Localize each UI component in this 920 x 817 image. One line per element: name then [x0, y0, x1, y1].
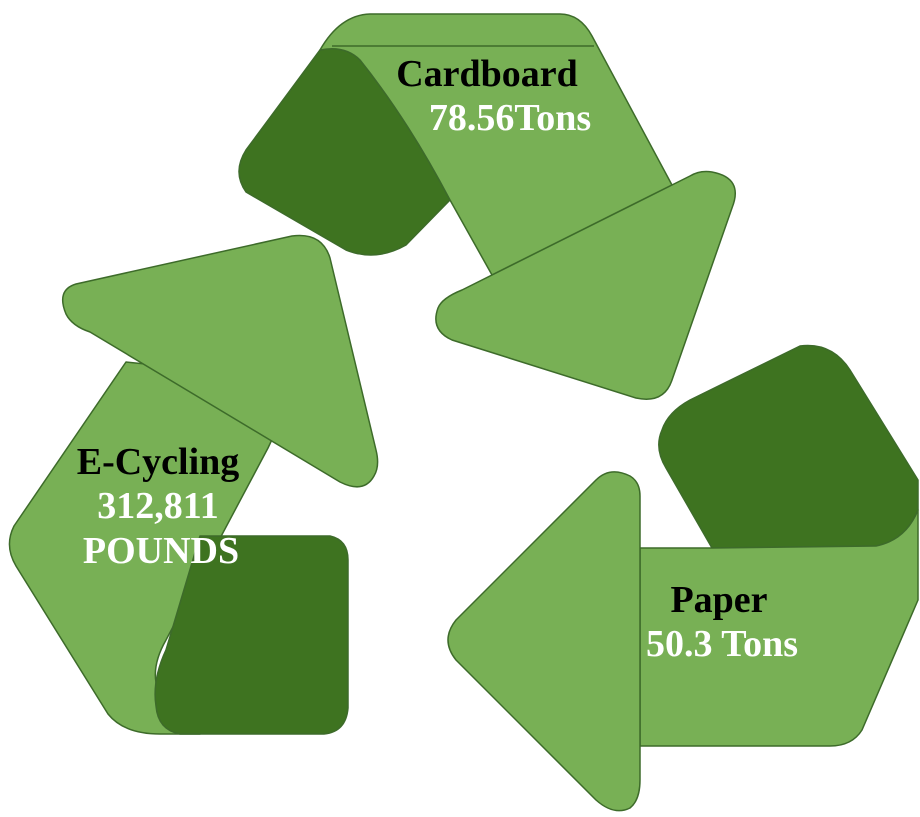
ecycling-value: 312,811 — [97, 485, 218, 527]
cardboard-title: Cardboard — [396, 53, 578, 95]
ecycling-arrow-band — [8, 361, 301, 735]
ecycling-arrow-fold — [154, 535, 349, 735]
ecycling-unit: POUNDS — [83, 530, 239, 572]
ecycling-arrow — [8, 234, 379, 735]
paper-value: 50.3 Tons — [646, 623, 798, 665]
paper-arrow-band — [639, 509, 919, 747]
cardboard-arrow-head — [435, 170, 736, 400]
cardboard-value: 78.56Tons — [429, 97, 591, 139]
paper-title: Paper — [670, 579, 767, 621]
paper-arrow — [447, 344, 919, 812]
paper-arrow-head — [447, 471, 641, 812]
cardboard-arrow-band — [319, 13, 673, 276]
cardboard-arrow — [238, 13, 736, 400]
ecycling-arrow-head — [61, 234, 379, 488]
paper-arrow-fold — [658, 344, 919, 549]
ecycling-title: E-Cycling — [77, 441, 240, 483]
